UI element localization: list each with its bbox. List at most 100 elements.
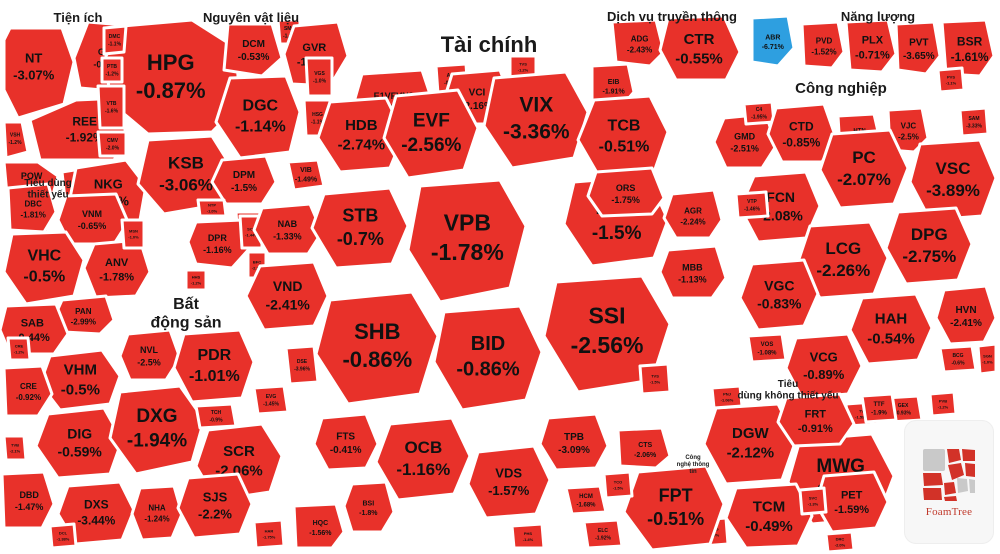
tile-shape[interactable] (814, 470, 890, 534)
tile-shape[interactable] (638, 362, 672, 396)
tile-shape[interactable] (582, 518, 624, 550)
heatmap-tile[interactable]: NHA -1.24% (130, 484, 184, 542)
tile-shape[interactable] (314, 290, 440, 406)
tile-shape[interactable] (252, 202, 324, 256)
tile-shape[interactable] (800, 20, 846, 70)
tile-shape[interactable] (976, 342, 998, 376)
heatmap-tile[interactable]: SVC-1.3% (798, 486, 828, 516)
heatmap-tile[interactable]: SSI -2.56% (542, 274, 672, 394)
heatmap-tile[interactable]: HQC -1.56% (292, 502, 346, 550)
heatmap-tile[interactable]: FTS -0.41% (312, 412, 380, 472)
heatmap-tile[interactable]: DBD -1.47% (0, 470, 56, 530)
heatmap-tile[interactable]: TCH-0.9% (194, 402, 238, 430)
tile-shape[interactable] (194, 402, 238, 430)
tile-shape[interactable] (934, 284, 998, 346)
tile-shape[interactable] (662, 188, 724, 240)
tile-shape[interactable] (936, 66, 966, 94)
tile-shape[interactable] (96, 130, 128, 158)
heatmap-tile[interactable]: VIX -3.36% (482, 70, 590, 170)
tile-shape[interactable] (316, 96, 406, 174)
tile-shape[interactable] (214, 74, 302, 160)
tile-shape[interactable] (622, 464, 726, 552)
tile-shape[interactable] (184, 268, 208, 292)
heatmap-tile[interactable]: HCM -1.68% (564, 484, 608, 516)
heatmap-tile[interactable]: STB -0.7% (310, 186, 410, 270)
tile-shape[interactable] (2, 26, 76, 120)
tile-shape[interactable] (2, 434, 28, 462)
tile-shape[interactable] (2, 120, 30, 160)
heatmap-tile[interactable]: VGC -0.83% (738, 258, 820, 332)
heatmap-tile[interactable]: HAH -0.54% (848, 292, 934, 366)
heatmap-tile[interactable]: HPG -0.87% (104, 18, 242, 136)
tile-shape[interactable] (304, 56, 334, 98)
tile-shape[interactable] (172, 328, 256, 404)
heatmap-tile[interactable]: FRT -0.91% (776, 392, 856, 448)
tile-shape[interactable] (2, 230, 86, 306)
heatmap-tile[interactable]: CRE-1.2% (6, 336, 32, 362)
heatmap-tile[interactable]: DGC -1.14% (214, 74, 302, 160)
tile-shape[interactable] (860, 392, 898, 424)
tile-shape[interactable] (928, 390, 958, 418)
heatmap-tile[interactable]: PET -1.59% (814, 470, 890, 534)
heatmap-tile[interactable]: HAR-1.75% (252, 518, 286, 550)
tile-shape[interactable] (750, 14, 796, 68)
tile-shape[interactable] (6, 336, 32, 362)
heatmap-tile[interactable]: HVN -2.41% (934, 284, 998, 346)
heatmap-tile[interactable]: PHS-1.4% (510, 522, 546, 550)
tile-shape[interactable] (616, 426, 672, 470)
heatmap-tile[interactable]: BSI -1.8% (342, 480, 396, 534)
tile-shape[interactable] (746, 332, 788, 364)
heatmap-tile[interactable]: NT -3.07% (2, 26, 76, 120)
tile-shape[interactable] (310, 186, 410, 270)
heatmap-tile[interactable]: VSH-1.2% (2, 120, 30, 160)
tile-shape[interactable] (34, 406, 124, 480)
heatmap-tile[interactable]: FPT -0.51% (622, 464, 726, 552)
tile-shape[interactable] (374, 416, 472, 502)
tile-shape[interactable] (284, 344, 320, 386)
tile-shape[interactable] (510, 522, 546, 550)
heatmap-tile[interactable]: TVB-2.1% (2, 434, 28, 462)
heatmap-tile[interactable]: C4-1.95% (742, 100, 776, 126)
tile-shape[interactable] (884, 206, 974, 286)
tile-shape[interactable] (286, 158, 326, 192)
tile-shape[interactable] (292, 502, 346, 550)
heatmap-tile[interactable]: ADG-2.43% (610, 18, 666, 68)
tile-shape[interactable] (48, 522, 78, 550)
heatmap-tile[interactable]: NAB -1.33% (252, 202, 324, 256)
heatmap-tile[interactable]: PVD-1.52% (800, 20, 846, 70)
tile-shape[interactable] (784, 332, 864, 400)
heatmap-tile[interactable]: VOS -1.08% (746, 332, 788, 364)
heatmap-tile[interactable]: TTF -1.9% (860, 392, 898, 424)
tile-shape[interactable] (2, 364, 54, 418)
tile-shape[interactable] (120, 218, 146, 250)
heatmap-tile[interactable]: VND -2.41% (244, 260, 330, 332)
heatmap-tile[interactable]: TCB -0.51% (576, 94, 670, 180)
tile-shape[interactable] (382, 88, 480, 180)
heatmap-tile[interactable]: DSE-3.96% (284, 344, 320, 386)
heatmap-tile[interactable]: OCB -1.16% (374, 416, 472, 502)
tile-shape[interactable] (576, 94, 670, 180)
heatmap-tile[interactable]: PDR -1.01% (172, 328, 256, 404)
tile-shape[interactable] (0, 470, 56, 530)
tile-shape[interactable] (96, 84, 126, 130)
tile-shape[interactable] (196, 198, 228, 218)
tile-shape[interactable] (940, 18, 996, 78)
heatmap-tile[interactable]: BCG-0.6% (938, 344, 978, 374)
tile-shape[interactable] (176, 472, 254, 540)
tile-shape[interactable] (818, 128, 910, 210)
tile-shape[interactable] (602, 470, 634, 500)
heatmap-tile[interactable]: HHS-1.2% (184, 268, 208, 292)
tile-shape[interactable] (466, 444, 552, 520)
heatmap-tile[interactable]: DMC-1.1% (102, 24, 128, 56)
heatmap-tile[interactable]: PTB-1.2% (100, 56, 124, 84)
heatmap-tile[interactable]: SJS -2.2% (176, 472, 254, 540)
heatmap-tile[interactable]: CTR -0.55% (658, 14, 742, 82)
tile-shape[interactable] (38, 348, 122, 412)
heatmap-tile[interactable]: VGS-1.0% (304, 56, 334, 98)
heatmap-tile[interactable]: DBC -1.81% (6, 182, 58, 234)
heatmap-tile[interactable]: TCM -0.49% (724, 482, 814, 550)
heatmap-tile[interactable]: PLX -0.71% (844, 18, 898, 74)
tile-shape[interactable] (130, 484, 184, 542)
tile-shape[interactable] (118, 328, 182, 382)
